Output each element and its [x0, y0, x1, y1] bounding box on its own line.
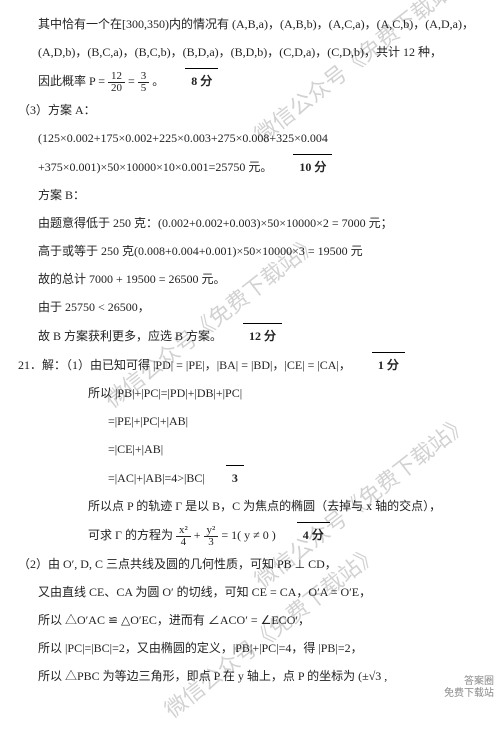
text-line-19: 可求 Γ 的方程为 x² 4 + y² 3 = 1( y ≠ 0 ) 4 分	[18, 522, 482, 548]
frac-num: 3	[138, 71, 150, 83]
frac-den: 20	[108, 83, 125, 94]
calc-text: +375×0.001)×50×10000×10×0.001=25750 元。	[38, 160, 272, 174]
text-line-9: 高于或等于 250 克(0.008+0.004+0.001)×50×10000×…	[18, 239, 482, 263]
fraction-3-5: 3 5	[138, 71, 150, 94]
text-line-2: (A,D,b)，(B,C,a)，(B,C,b)，(B,D,a)，(B,D,b)，…	[18, 40, 482, 64]
text-line-5: (125×0.002+175×0.002+225×0.003+275×0.008…	[18, 126, 482, 150]
text-line-10: 故的总计 7000 + 19500 = 26500 元。	[18, 267, 482, 291]
corner-line-1: 答案圈	[444, 676, 494, 688]
text-line-3: 因此概率 P = 12 20 = 3 5 。 8 分	[18, 68, 482, 94]
corner-line-2: 免费下载站	[444, 688, 494, 700]
text-line-12: 故 B 方案获利更多，应选 B 方案。 12 分	[18, 323, 482, 348]
score-10: 10 分	[293, 154, 332, 179]
text-line-8: 由题意得低于 250 克：(0.002+0.002+0.003)×50×1000…	[18, 211, 482, 235]
fraction-x2-4: x² 4	[176, 525, 191, 548]
text-line-13: 21．解：（1）由已知可得 |PD| = |PE|，|BA| = |BD|，|C…	[18, 352, 482, 377]
score-4: 4 分	[297, 522, 330, 547]
conclusion-text: 故 B 方案获利更多，应选 B 方案。	[38, 329, 222, 343]
score-3: 3	[226, 465, 244, 490]
frac-num: 12	[108, 71, 125, 83]
equals: =	[128, 74, 138, 88]
prob-prefix: 因此概率 P =	[38, 74, 108, 88]
fraction-12-20: 12 20	[108, 71, 125, 94]
text-line-24: 所以 △PBC 为等边三角形，即点 P 在 y 轴上，点 P 的坐标为 (±√3…	[18, 664, 482, 688]
gamma-suffix: = 1( y ≠ 0 )	[221, 528, 275, 542]
text-line-14: 所以 |PB|+|PC|=|PD|+|DB|+|PC|	[18, 381, 482, 405]
text-line-23: 所以 |PC|=|BC|=2，又由椭圆的定义，|PB|+|PC|=4，得 |PB…	[18, 636, 482, 660]
eq-chain: =|AC|+|AB|=4>|BC|	[108, 471, 205, 485]
text-line-4: （3）方案 A：	[18, 98, 482, 122]
frac-den: 3	[204, 537, 219, 548]
frac-num: x²	[176, 525, 191, 537]
frac-num: y²	[204, 525, 219, 537]
corner-watermark: 答案圈 免费下载站	[444, 676, 494, 700]
gamma-prefix: 可求 Γ 的方程为	[88, 528, 176, 542]
fraction-y2-3: y² 3	[204, 525, 219, 548]
q21-intro: 21．解：（1）由已知可得 |PD| = |PE|，|BA| = |BD|，|C…	[18, 358, 351, 372]
period: 。	[152, 74, 164, 88]
score-1: 1 分	[372, 352, 405, 377]
text-line-20: （2）由 O′, D, C 三点共线及圆的几何性质，可知 PB ⊥ CD，	[18, 552, 482, 576]
score-8: 8 分	[185, 68, 218, 93]
text-line-11: 由于 25750 < 26500，	[18, 295, 482, 319]
text-line-18: 所以点 P 的轨迹 Γ 是以 B，C 为焦点的椭圆（去掉与 x 轴的交点），	[18, 494, 482, 518]
frac-den: 4	[176, 537, 191, 548]
text-line-16: =|CE|+|AB|	[18, 437, 482, 461]
frac-den: 5	[138, 83, 150, 94]
text-line-15: =|PE|+|PC|+|AB|	[18, 409, 482, 433]
score-12: 12 分	[243, 323, 282, 348]
text-line-6: +375×0.001)×50×10000×10×0.001=25750 元。 1…	[18, 154, 482, 179]
text-line-21: 又由直线 CE、CA 为圆 O′ 的切线，可知 CE = CA，O′A = O′…	[18, 580, 482, 604]
plus: +	[194, 528, 204, 542]
text-line-22: 所以 △O′AC ≌ △O′EC，进而有 ∠ACO′ = ∠ECO′，	[18, 608, 482, 632]
text-line-1: 其中恰有一个在[300,350)内的情况有 (A,B,a)，(A,B,b)，(A…	[18, 12, 482, 36]
text-line-17: =|AC|+|AB|=4>|BC| 3	[18, 465, 482, 490]
text-line-7: 方案 B：	[18, 183, 482, 207]
